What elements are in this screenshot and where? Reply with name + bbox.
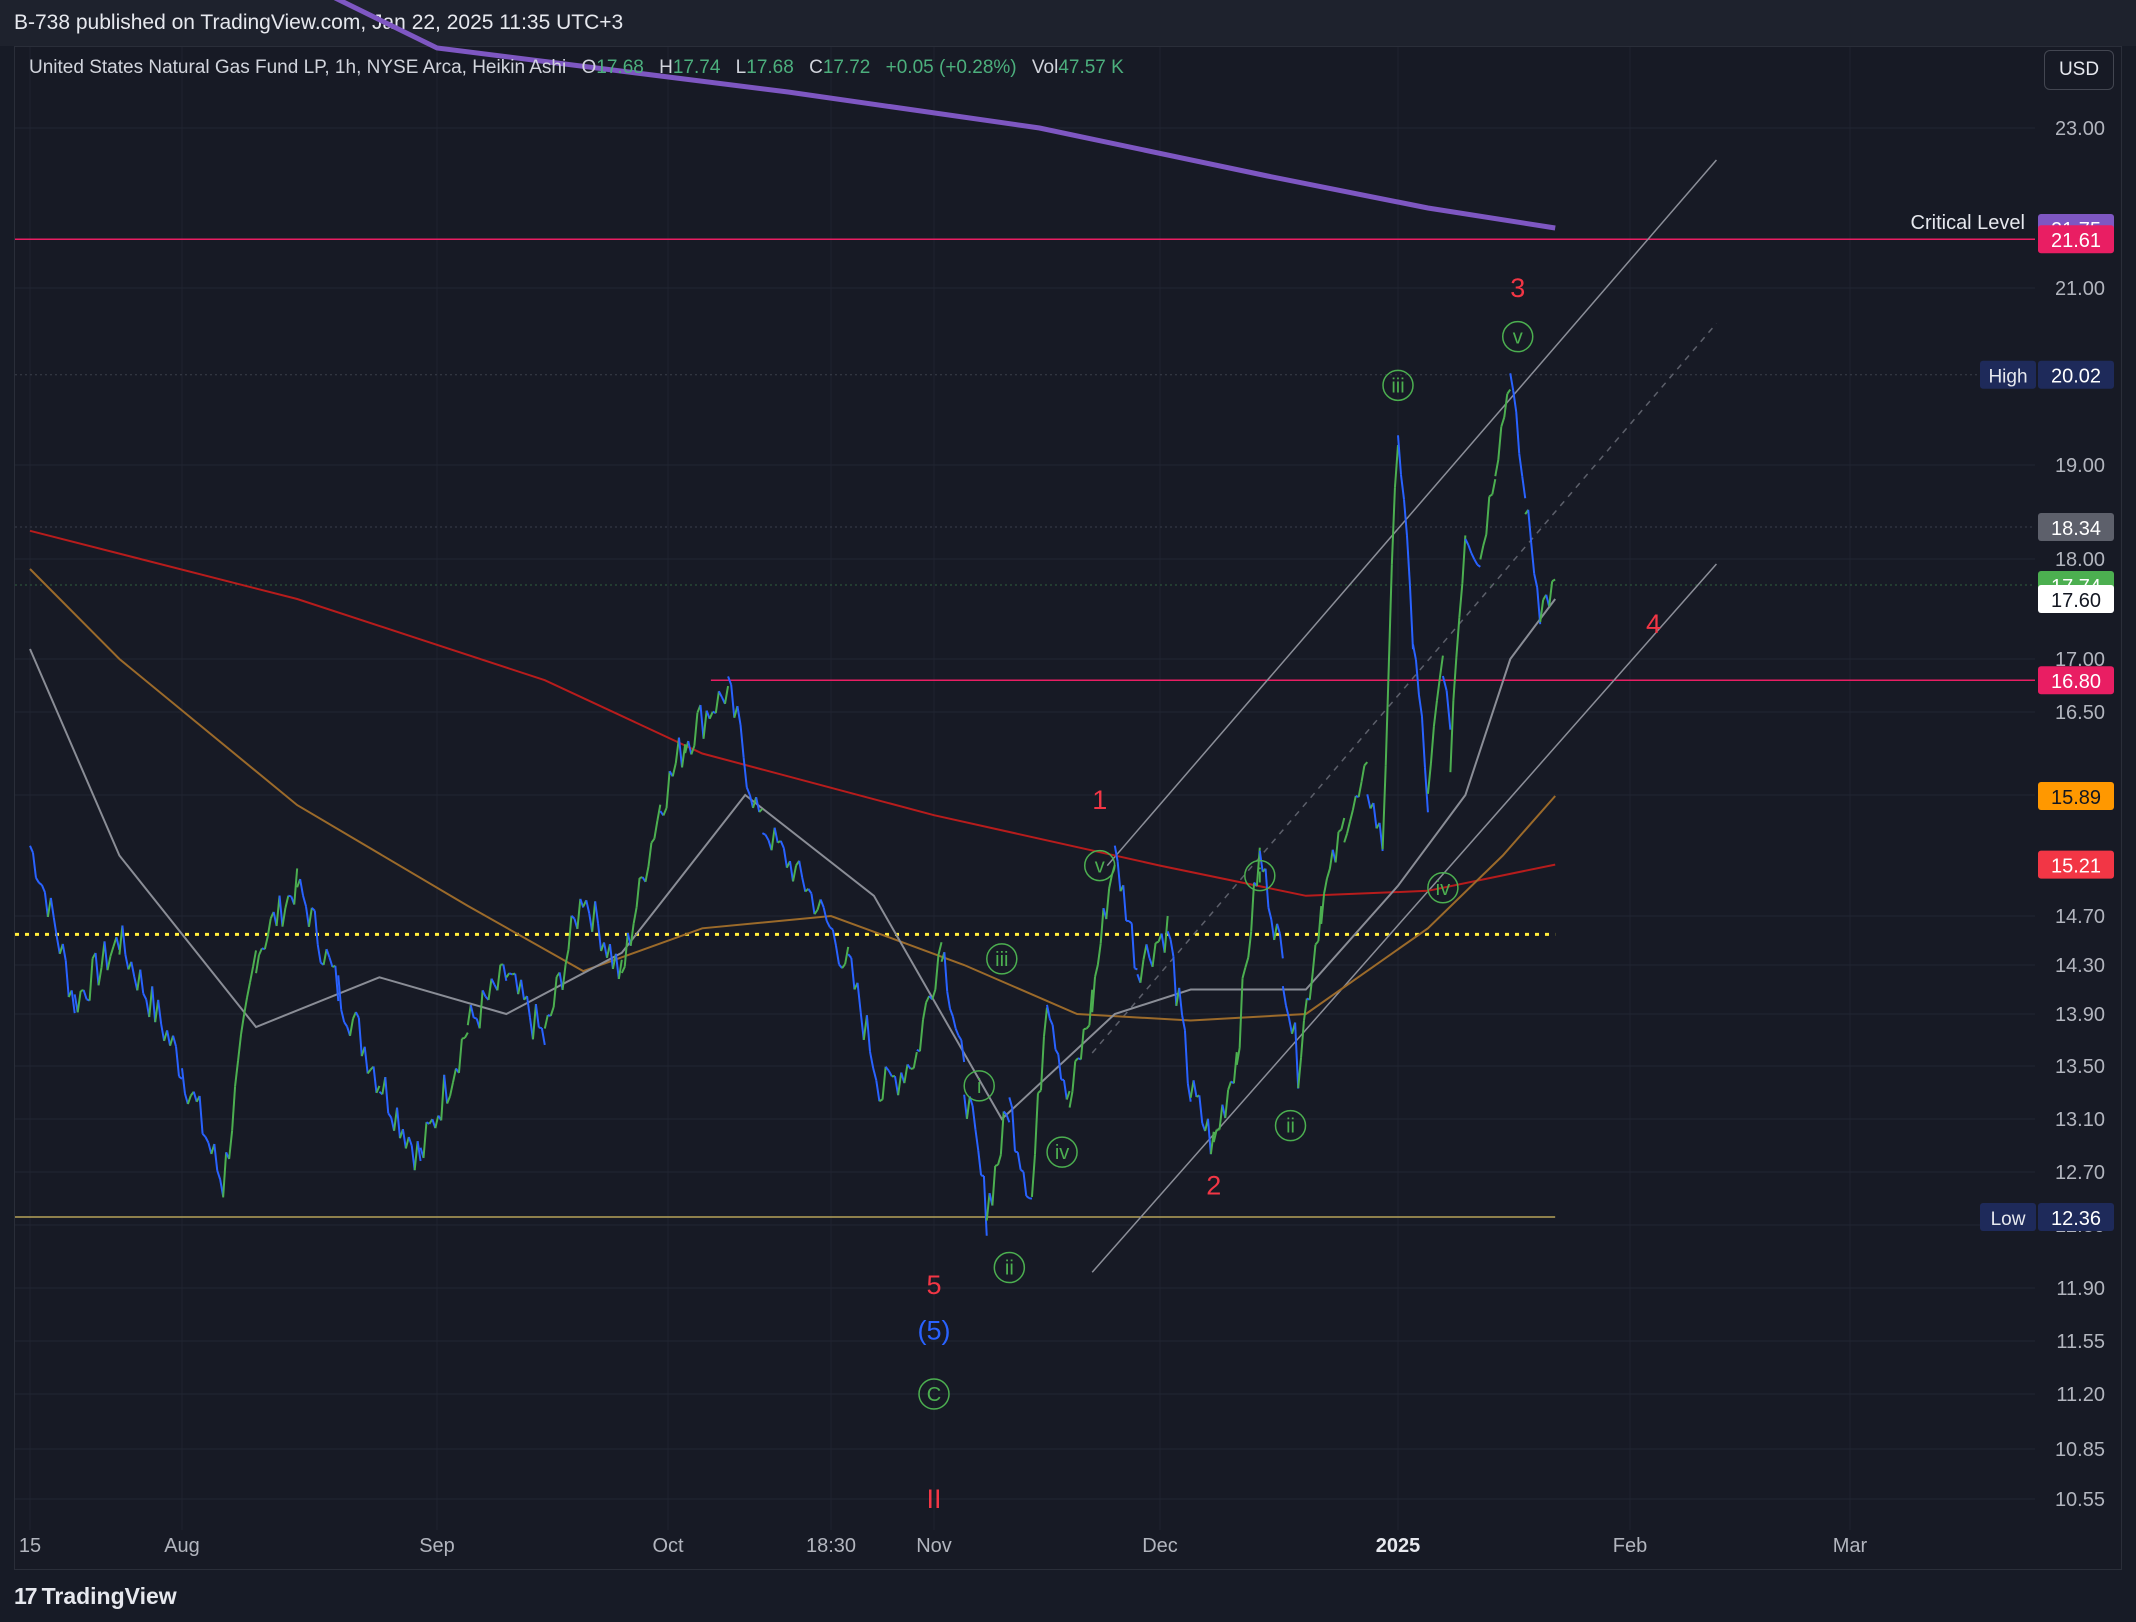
volume-value: 47.57 K bbox=[1058, 57, 1124, 78]
publisher-text: B-738 published on TradingView.com, Jan … bbox=[14, 11, 624, 34]
close-value: 17.72 bbox=[822, 57, 871, 78]
volume-label: Vol bbox=[1031, 57, 1059, 78]
high-value: 17.74 bbox=[672, 57, 721, 78]
chart-panel[interactable] bbox=[14, 46, 2122, 1570]
close-label: C bbox=[809, 57, 823, 78]
symbol-title: United States Natural Gas Fund LP, 1h, N… bbox=[29, 57, 567, 78]
currency-label: USD bbox=[2058, 59, 2100, 80]
currency-selector[interactable]: USD bbox=[2044, 50, 2114, 90]
high-label: H bbox=[659, 57, 673, 78]
brand-name: TradingView bbox=[41, 1582, 177, 1609]
open-value: 17.68 bbox=[596, 57, 644, 78]
open-label: O bbox=[581, 57, 597, 78]
publisher-bar: B-738 published on TradingView.com, Jan … bbox=[0, 0, 2136, 46]
symbol-legend: United States Natural Gas Fund LP, 1h, N… bbox=[29, 57, 1124, 79]
footer-brand[interactable]: 17 TradingView bbox=[14, 1570, 414, 1622]
tradingview-logo-icon: 17 bbox=[14, 1582, 38, 1609]
low-label: L bbox=[735, 57, 747, 78]
change-value: +0.05 (+0.28%) bbox=[885, 57, 1017, 78]
low-value: 17.68 bbox=[746, 57, 794, 78]
